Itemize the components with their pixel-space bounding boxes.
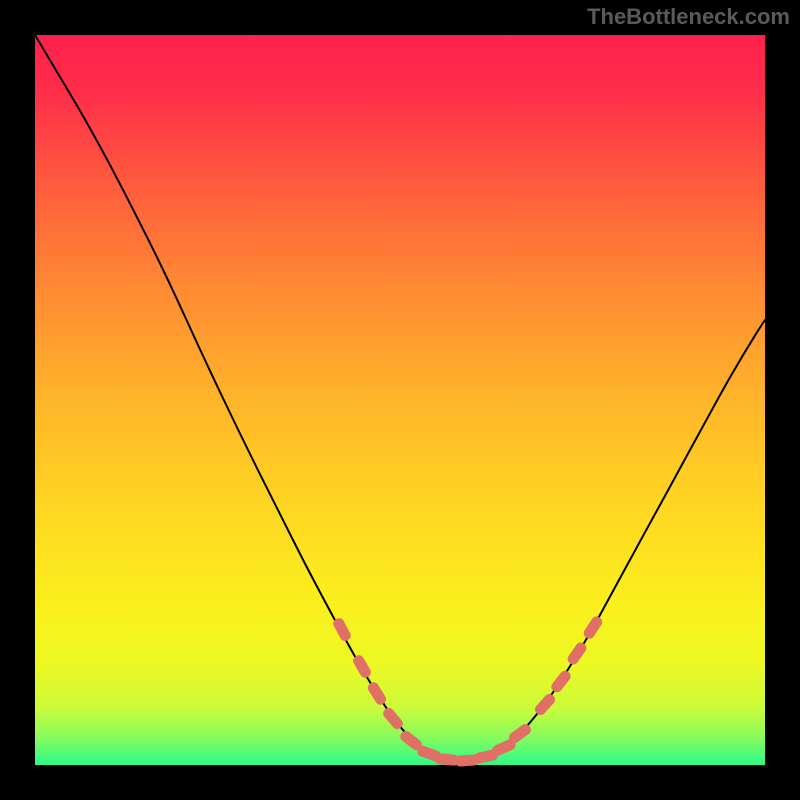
highlight-dash	[582, 614, 604, 640]
highlight-dash	[549, 668, 572, 694]
highlight-dash	[566, 640, 589, 666]
highlight-dash	[381, 706, 405, 731]
highlight-dash	[532, 692, 556, 717]
watermark-label: TheBottleneck.com	[587, 4, 790, 30]
highlight-dash	[331, 617, 352, 643]
highlight-dash	[507, 722, 533, 745]
highlight-dash	[351, 653, 373, 679]
chart-container: TheBottleneck.com	[0, 0, 800, 800]
highlight-dash	[366, 680, 388, 706]
highlight-dash-layer	[0, 0, 800, 800]
